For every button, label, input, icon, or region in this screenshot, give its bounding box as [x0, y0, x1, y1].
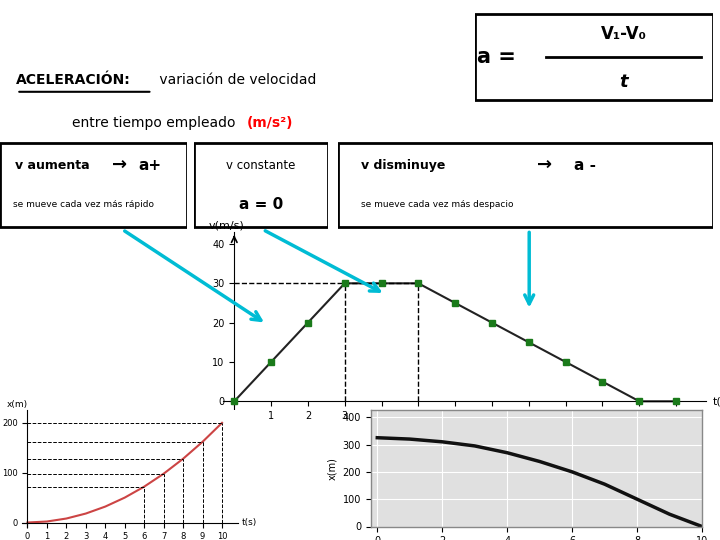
Text: v(m/s): v(m/s) — [209, 220, 245, 230]
Text: a+: a+ — [138, 158, 162, 173]
FancyBboxPatch shape — [0, 143, 187, 227]
Text: t: t — [619, 73, 628, 91]
Text: v constante: v constante — [226, 159, 296, 172]
Text: a =: a = — [477, 46, 523, 67]
Text: v aumenta: v aumenta — [15, 159, 89, 172]
Text: →: → — [537, 157, 552, 174]
FancyBboxPatch shape — [194, 143, 328, 227]
Text: V₁-V₀: V₁-V₀ — [600, 25, 647, 43]
Text: v disminuye: v disminuye — [361, 159, 445, 172]
Text: →: → — [112, 157, 127, 174]
Text: 4. Magnitudes que describen el movimiento: 4. Magnitudes que describen el movimient… — [21, 26, 451, 44]
Text: variación de velocidad: variación de velocidad — [155, 73, 316, 86]
Text: x(m): x(m) — [462, 431, 485, 441]
Text: entre tiempo empleado: entre tiempo empleado — [72, 116, 240, 130]
Text: se mueve cada vez más rápido: se mueve cada vez más rápido — [13, 200, 154, 209]
Text: a = 0: a = 0 — [239, 197, 283, 212]
Text: se mueve cada vez más despacio: se mueve cada vez más despacio — [361, 200, 513, 209]
FancyBboxPatch shape — [475, 14, 713, 100]
FancyBboxPatch shape — [338, 143, 713, 227]
Text: a -: a - — [575, 158, 596, 173]
Text: x(m): x(m) — [7, 400, 28, 409]
Text: (m/s²): (m/s²) — [247, 116, 293, 130]
Y-axis label: x(m): x(m) — [327, 457, 337, 480]
Text: t(s): t(s) — [713, 396, 720, 406]
Text: ACELERACIÓN:: ACELERACIÓN: — [17, 73, 131, 86]
Text: t(s): t(s) — [241, 518, 257, 527]
